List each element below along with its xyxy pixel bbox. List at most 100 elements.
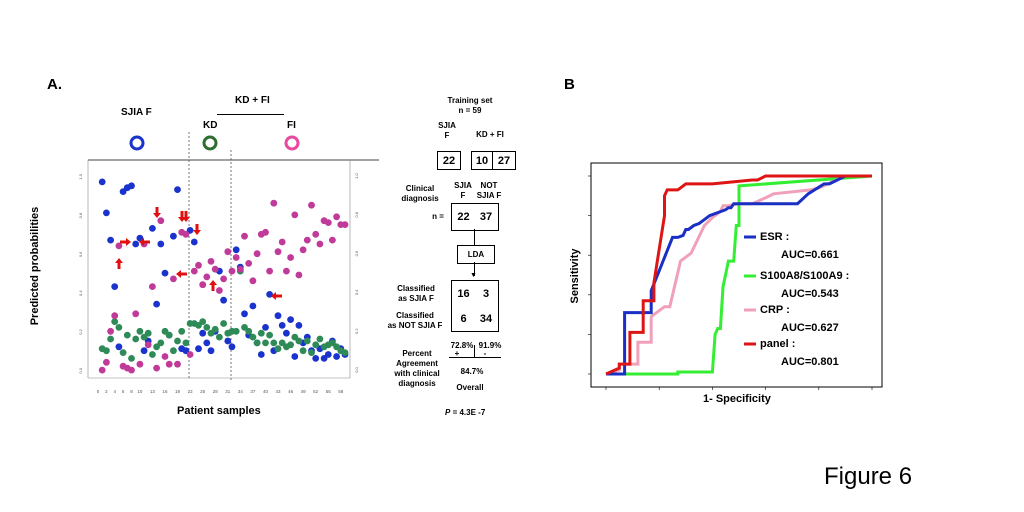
fi-point [228, 267, 236, 275]
fi-point [295, 271, 303, 279]
fi-point [291, 211, 299, 219]
roc-line-1 [606, 174, 873, 376]
fi-point [274, 248, 282, 256]
kd-point [316, 335, 324, 343]
training-title: Training set n = 59 [438, 96, 502, 116]
legend-name: panel : [760, 338, 795, 350]
training-col-kdfi: KD + FI [476, 130, 504, 139]
red-arrow-icon [209, 280, 217, 291]
sjia-point [98, 178, 106, 186]
kd-point [295, 337, 303, 345]
sjia-point [228, 343, 236, 351]
legend-auc: AUC=0.801 [781, 356, 839, 368]
sjia-point [128, 182, 135, 190]
sjia-point [232, 246, 240, 254]
kd-point [170, 347, 177, 355]
fi-point [190, 267, 198, 275]
sjia-point [262, 324, 269, 331]
red-arrow-icon [193, 224, 201, 235]
fi-marker-ring [284, 135, 300, 151]
row1-line1: Classified [397, 284, 435, 293]
fi-point [249, 277, 257, 285]
x-tick: 0 [97, 389, 100, 394]
confusion-tp: 16 [451, 280, 476, 308]
sjia-point [170, 232, 177, 240]
fi-point [174, 360, 181, 368]
fi-point [199, 281, 207, 289]
row-label-sjia: Classified as SJIA F [388, 284, 444, 304]
legend-auc: AUC=0.661 [781, 249, 839, 261]
sjia-point [257, 351, 265, 358]
lda-box: LDA [457, 245, 495, 264]
fi-point [107, 327, 114, 335]
fi-point [136, 360, 144, 368]
y-tick-right: 1.0 [354, 172, 359, 178]
kd-point [157, 339, 165, 347]
kd-point [199, 318, 207, 325]
fi-point [308, 201, 315, 209]
pct-specificity: 91.9% [478, 341, 502, 350]
fi-point [266, 267, 273, 275]
kd-point [216, 333, 223, 341]
x-tick: 8 [130, 389, 133, 394]
kd-point [232, 327, 240, 335]
confusion-fp: 3 [474, 280, 499, 308]
fi-point [103, 358, 110, 366]
sjia-point [107, 236, 114, 244]
kd-point [103, 347, 110, 355]
kd-point [144, 329, 152, 337]
arrow-down-icon: ▼ [470, 272, 477, 279]
sjia-point [190, 238, 198, 246]
x-tick: 58 [338, 389, 344, 394]
kd-point [123, 331, 131, 339]
fi-point [170, 275, 177, 283]
red-arrow-icon [115, 258, 123, 269]
row1-line2: as SJIA F [398, 294, 434, 303]
fi-point [299, 246, 307, 254]
y-tick-left: 0.4 [78, 290, 83, 296]
kd-point [107, 335, 114, 343]
fi-point [262, 228, 269, 236]
kd-point [287, 341, 294, 349]
kd-point [253, 339, 261, 347]
training-col-sjia: SJIA F [437, 121, 457, 141]
kd-point [149, 351, 156, 358]
kd-point [262, 339, 269, 347]
pct-sensitivity: 72.8% [450, 341, 474, 350]
x-tick: 16 [162, 389, 168, 394]
fi-point [324, 219, 332, 227]
fi-point [236, 265, 244, 273]
x-tick: 34 [238, 389, 244, 394]
fi-point [241, 232, 248, 240]
sjia-point [115, 343, 123, 351]
y-tick-right: 0.6 [354, 250, 359, 256]
fi-point [128, 366, 135, 374]
sjia-point [333, 353, 340, 360]
kd-point [128, 355, 135, 362]
group-label-sjia: SJIA F [121, 107, 152, 118]
x-tick: 31 [225, 389, 231, 394]
legend-name: S100A8/S100A9 : [760, 270, 849, 282]
confusion-tn: 34 [474, 306, 499, 332]
fi-point [153, 364, 161, 372]
kd-point [119, 349, 127, 356]
legend-auc: AUC=0.627 [781, 322, 839, 334]
legend-name: CRP : [760, 304, 790, 316]
fi-point [333, 213, 340, 221]
percent-line3: with clinical [394, 369, 440, 378]
pct-minus: - [483, 349, 487, 358]
kd-point [270, 339, 278, 347]
fi-point [316, 240, 324, 248]
roc-line-3 [605, 174, 872, 376]
fi-point [278, 238, 286, 246]
red-arrow-icon [182, 211, 190, 222]
red-arrow-icon [153, 207, 161, 218]
y-tick-right: 0.0 [354, 366, 359, 372]
fi-point [144, 341, 152, 349]
fi-point [211, 265, 219, 273]
x-tick: 2 [105, 389, 108, 394]
sjia-point [291, 353, 299, 360]
sjia-point [312, 355, 320, 362]
scatter-xlabel: Patient samples [177, 405, 261, 417]
